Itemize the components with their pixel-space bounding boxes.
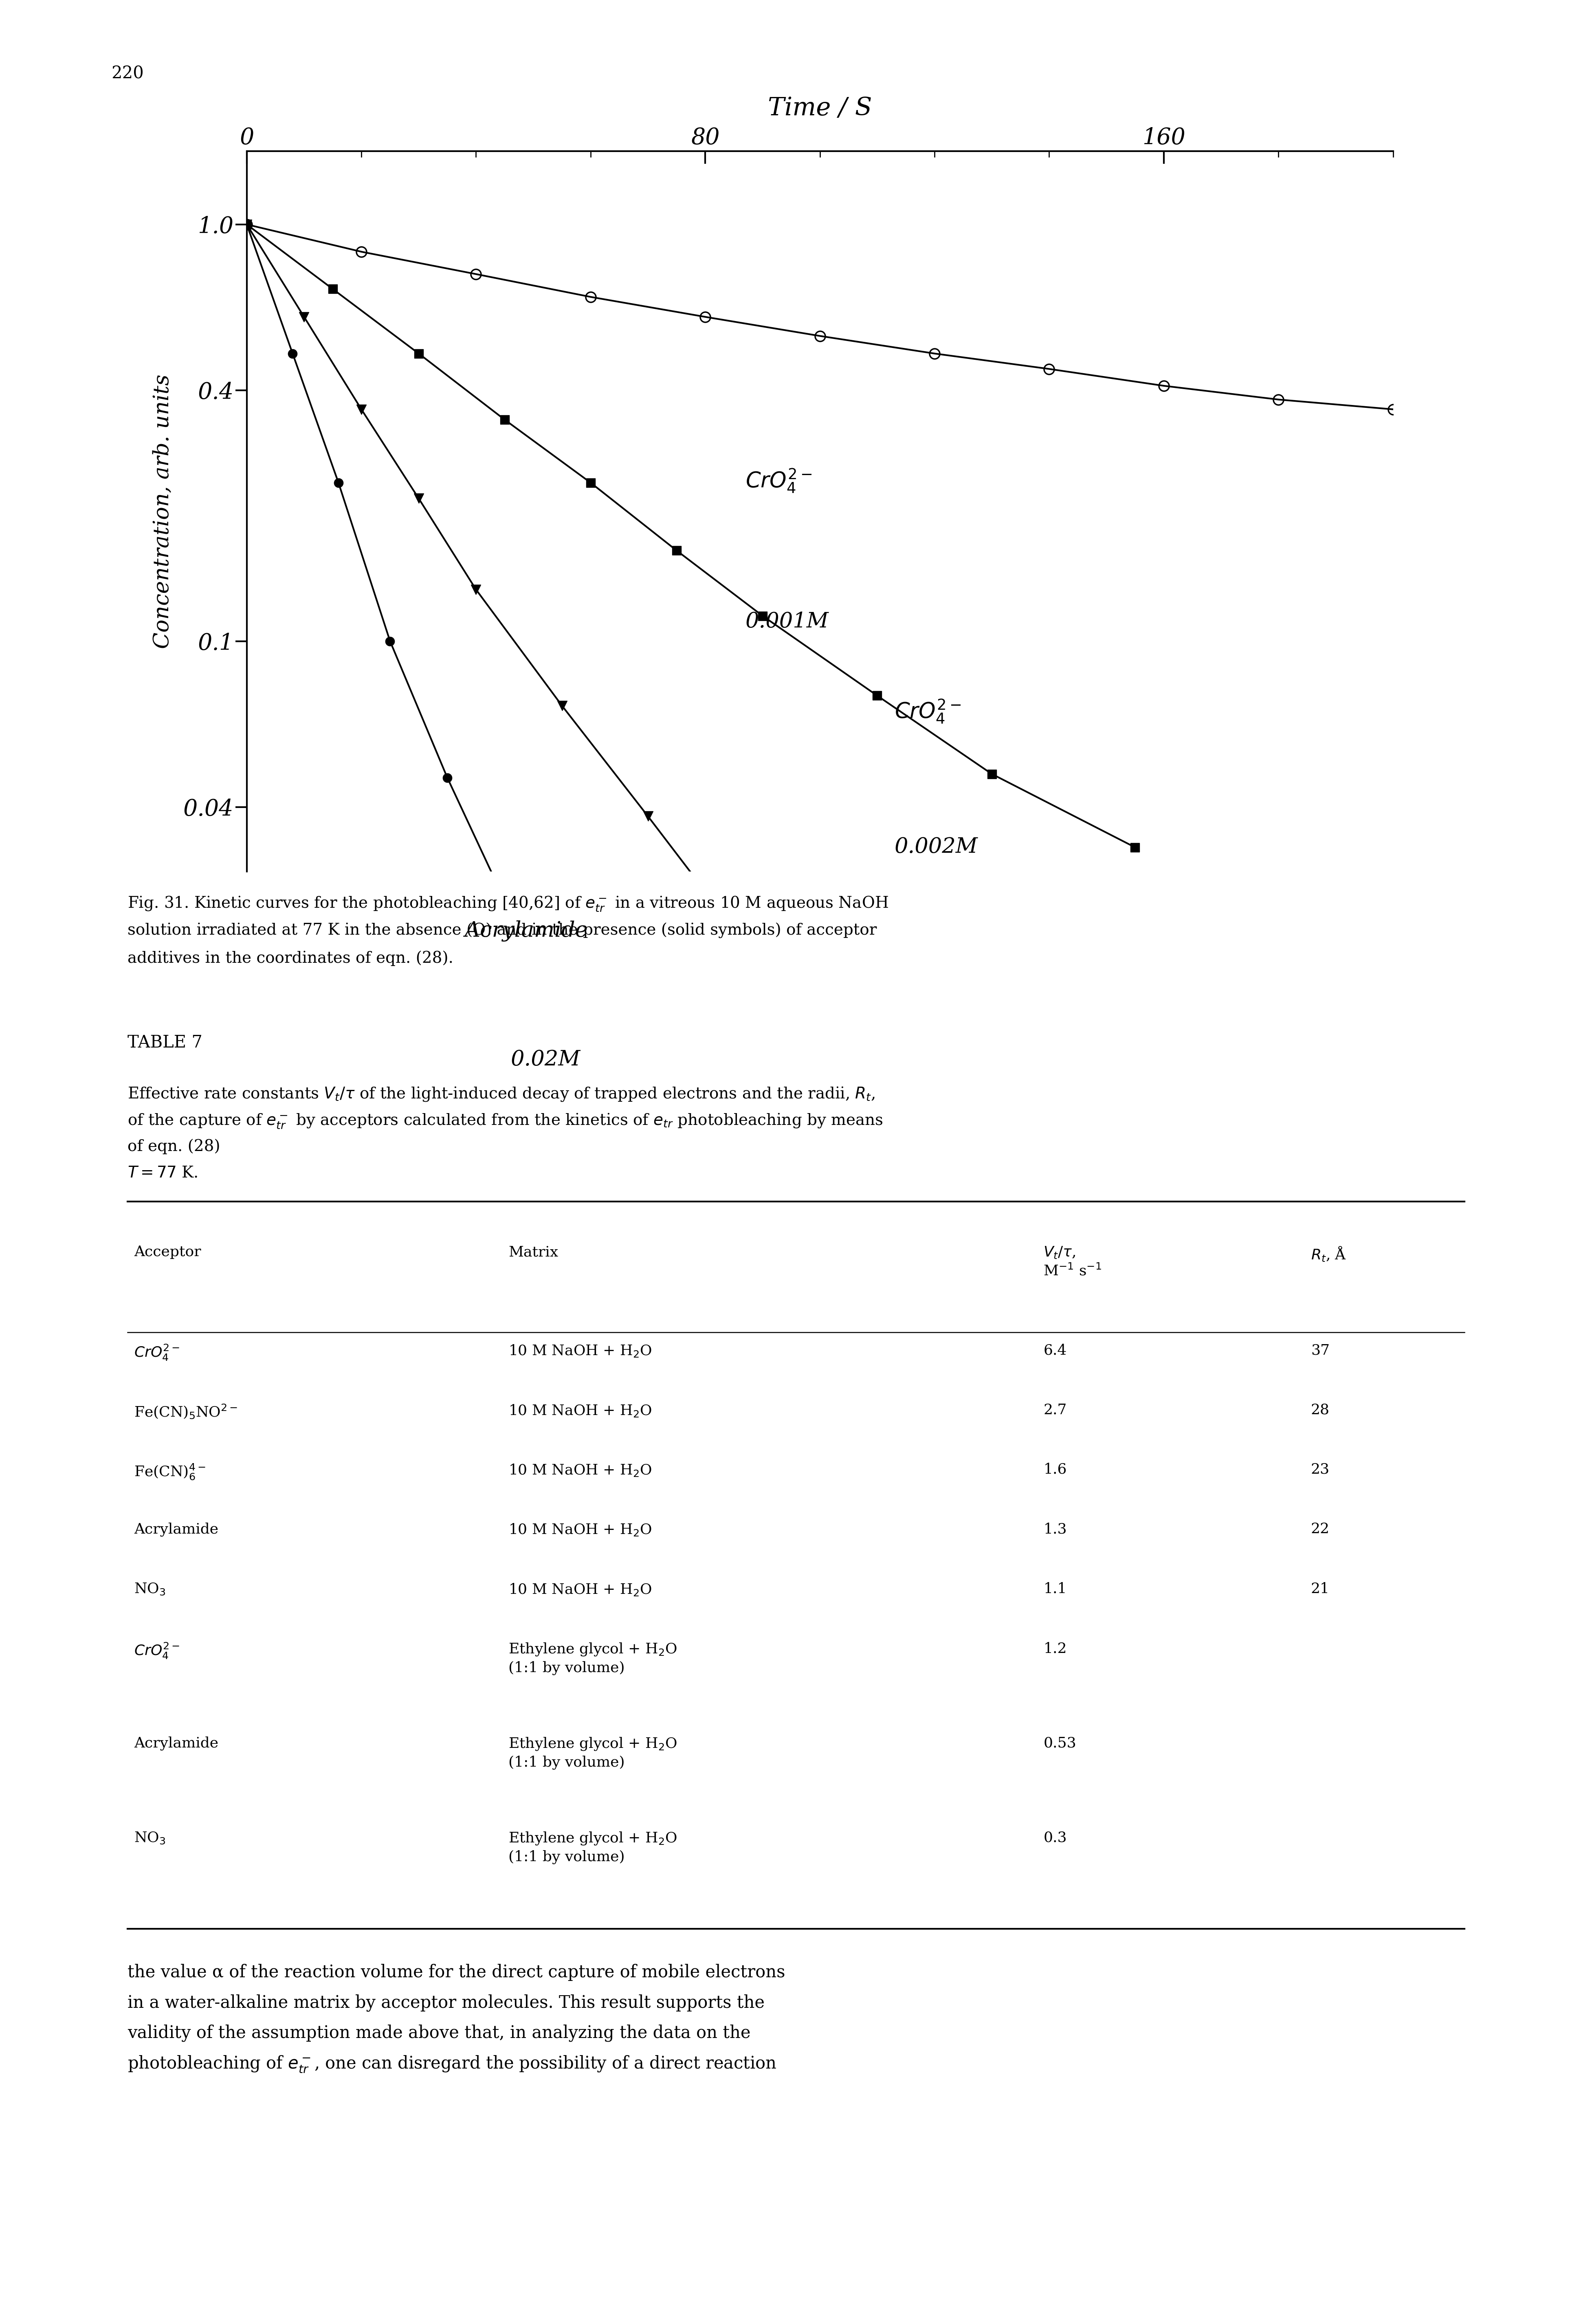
Text: 0.53: 0.53 xyxy=(1043,1736,1076,1750)
Text: 37: 37 xyxy=(1310,1343,1329,1357)
Text: Acceptor: Acceptor xyxy=(134,1246,201,1260)
Text: 1.6: 1.6 xyxy=(1043,1462,1067,1476)
Text: 1.3: 1.3 xyxy=(1043,1522,1067,1536)
Text: Ethylene glycol + H$_2$O
(1:1 by volume): Ethylene glycol + H$_2$O (1:1 by volume) xyxy=(508,1831,677,1864)
Text: in a water-alkaline matrix by acceptor molecules. This result supports the: in a water-alkaline matrix by acceptor m… xyxy=(127,1994,764,2010)
Text: $CrO_4^{2-}$: $CrO_4^{2-}$ xyxy=(745,467,812,495)
Text: 0.002M: 0.002M xyxy=(895,837,977,858)
Text: photobleaching of $e_{tr}^-$, one can disregard the possibility of a direct reac: photobleaching of $e_{tr}^-$, one can di… xyxy=(127,2054,777,2075)
Text: Acrylamide: Acrylamide xyxy=(465,920,587,941)
Text: 1.1: 1.1 xyxy=(1043,1583,1067,1597)
Text: 21: 21 xyxy=(1310,1583,1329,1597)
X-axis label: Time / S: Time / S xyxy=(767,95,872,121)
Text: solution irradiated at 77 K in the absence (O) and in the presence (solid symbol: solution irradiated at 77 K in the absen… xyxy=(127,923,877,939)
Text: NO$_3$: NO$_3$ xyxy=(134,1583,166,1597)
Text: $CrO_4^{2-}$: $CrO_4^{2-}$ xyxy=(134,1343,180,1362)
Text: $CrO_4^{2-}$: $CrO_4^{2-}$ xyxy=(895,697,962,725)
Text: of the capture of $e_{tr}^-$ by acceptors calculated from the kinetics of $e_{tr: of the capture of $e_{tr}^-$ by acceptor… xyxy=(127,1111,884,1129)
Text: $R_t$, Å: $R_t$, Å xyxy=(1310,1246,1347,1262)
Text: Acrylamide: Acrylamide xyxy=(134,1522,218,1536)
Text: Ethylene glycol + H$_2$O
(1:1 by volume): Ethylene glycol + H$_2$O (1:1 by volume) xyxy=(508,1641,677,1676)
Text: 10 M NaOH + H$_2$O: 10 M NaOH + H$_2$O xyxy=(508,1343,651,1360)
Y-axis label: Concentration, arb. units: Concentration, arb. units xyxy=(153,374,174,648)
Text: 22: 22 xyxy=(1310,1522,1329,1536)
Text: 10 M NaOH + H$_2$O: 10 M NaOH + H$_2$O xyxy=(508,1404,651,1418)
Text: 0.001M: 0.001M xyxy=(745,611,829,632)
Text: 0.02M: 0.02M xyxy=(511,1048,579,1069)
Text: Fig. 31. Kinetic curves for the photobleaching [40,62] of $e_{tr}^-$ in a vitreo: Fig. 31. Kinetic curves for the photoble… xyxy=(127,895,888,913)
Text: 10 M NaOH + H$_2$O: 10 M NaOH + H$_2$O xyxy=(508,1522,651,1538)
Text: Effective rate constants $V_t/\tau$ of the light-induced decay of trapped electr: Effective rate constants $V_t/\tau$ of t… xyxy=(127,1085,876,1102)
Text: 28: 28 xyxy=(1310,1404,1329,1418)
Text: Fe(CN)$_6^{4-}$: Fe(CN)$_6^{4-}$ xyxy=(134,1462,205,1480)
Text: 10 M NaOH + H$_2$O: 10 M NaOH + H$_2$O xyxy=(508,1583,651,1597)
Text: of eqn. (28): of eqn. (28) xyxy=(127,1139,220,1155)
Text: TABLE 7: TABLE 7 xyxy=(127,1034,202,1050)
Text: 0.3: 0.3 xyxy=(1043,1831,1067,1845)
Text: Matrix: Matrix xyxy=(508,1246,559,1260)
Text: Fe(CN)$_5$NO$^{2-}$: Fe(CN)$_5$NO$^{2-}$ xyxy=(134,1404,237,1420)
Text: Acrylamide: Acrylamide xyxy=(134,1736,218,1750)
Text: $CrO_4^{2-}$: $CrO_4^{2-}$ xyxy=(134,1641,180,1659)
Text: 6.4: 6.4 xyxy=(1043,1343,1067,1357)
Text: validity of the assumption made above that, in analyzing the data on the: validity of the assumption made above th… xyxy=(127,2024,750,2040)
Text: $T = 77$ K.: $T = 77$ K. xyxy=(127,1164,197,1181)
Text: Ethylene glycol + H$_2$O
(1:1 by volume): Ethylene glycol + H$_2$O (1:1 by volume) xyxy=(508,1736,677,1769)
Text: 1.2: 1.2 xyxy=(1043,1641,1067,1655)
Text: additives in the coordinates of eqn. (28).: additives in the coordinates of eqn. (28… xyxy=(127,951,454,967)
Text: NO$_3$: NO$_3$ xyxy=(134,1831,166,1845)
Text: 23: 23 xyxy=(1310,1462,1329,1476)
Text: 10 M NaOH + H$_2$O: 10 M NaOH + H$_2$O xyxy=(508,1462,651,1478)
Text: 220: 220 xyxy=(111,65,143,81)
Text: $V_t/\tau$,
M$^{-1}$ s$^{-1}$: $V_t/\tau$, M$^{-1}$ s$^{-1}$ xyxy=(1043,1246,1102,1278)
Text: the value α of the reaction volume for the direct capture of mobile electrons: the value α of the reaction volume for t… xyxy=(127,1964,785,1980)
Text: 2.7: 2.7 xyxy=(1043,1404,1067,1418)
